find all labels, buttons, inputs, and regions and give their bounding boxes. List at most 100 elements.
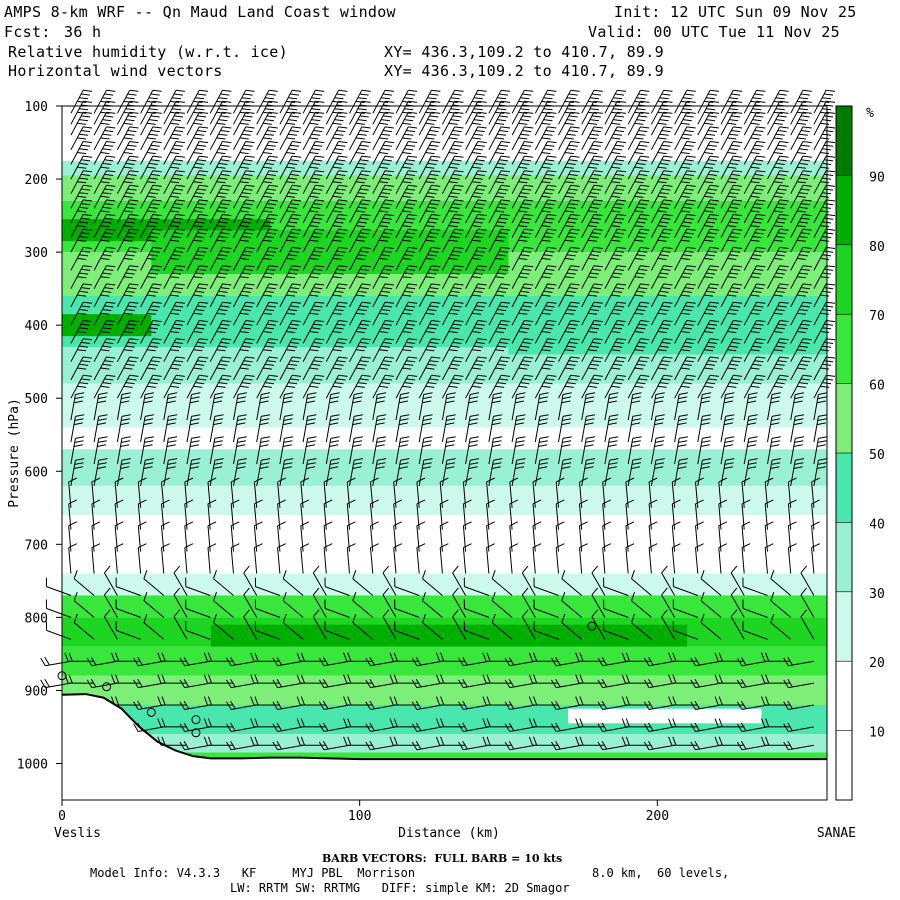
wind-barb: [93, 283, 116, 308]
wind-barb: [203, 674, 234, 684]
wind-barb: [372, 265, 394, 289]
wind-barb: [581, 320, 603, 344]
wind-barb: [813, 374, 836, 399]
wind-barb: [93, 414, 108, 443]
wind-barb: [233, 199, 255, 224]
rh-layer-8: [62, 427, 827, 450]
wind-barb: [743, 458, 758, 486]
wind-barb: [521, 587, 536, 618]
wind-barb: [186, 301, 209, 326]
wind-barb: [627, 141, 650, 165]
wind-barb: [486, 543, 495, 574]
wind-barb: [534, 141, 557, 165]
wind-barb: [161, 477, 170, 508]
wind-barb: [277, 521, 286, 552]
wind-barb: [551, 678, 582, 689]
wind-barb: [256, 374, 278, 399]
wind-barb: [488, 155, 511, 180]
wind-barb: [161, 499, 170, 530]
wind-barb: [465, 184, 487, 209]
wind-barb: [312, 609, 327, 640]
wind-barb: [140, 338, 162, 362]
wind-barb: [93, 338, 116, 362]
wind-barb: [813, 184, 836, 209]
wind-barb: [458, 700, 489, 710]
rh-fill-layer: [62, 106, 827, 800]
wind-barb: [736, 657, 768, 667]
wind-barb: [416, 499, 426, 530]
wind-barb: [602, 477, 612, 508]
wind-barb: [372, 374, 394, 399]
wind-barb: [372, 170, 394, 194]
wind-barb: [650, 214, 673, 238]
wind-barb: [253, 477, 263, 508]
wind-barb: [416, 543, 426, 574]
wind-barb: [418, 246, 441, 271]
wind-barb: [296, 696, 327, 706]
wind-barb: [343, 696, 373, 706]
wind-barb: [272, 722, 304, 732]
wind-barb: [697, 214, 719, 238]
wind-barb: [372, 283, 394, 308]
colorbar-bin-8: [836, 175, 852, 245]
wind-barb: [551, 657, 582, 667]
rh-feature-2: [151, 230, 509, 275]
wind-barb: [140, 155, 162, 180]
wind-barb: [465, 155, 487, 180]
wind-barb: [143, 570, 165, 596]
wind-barb: [767, 356, 789, 381]
wind-barb: [627, 320, 650, 344]
wind-barb: [668, 696, 698, 706]
wind-barb: [395, 458, 410, 486]
wind-barb: [349, 170, 371, 194]
wind-barb: [741, 543, 751, 574]
wind-barb: [325, 111, 348, 136]
y-tick-label: 300: [25, 246, 48, 261]
wind-barb: [91, 543, 101, 574]
wind-barb: [279, 89, 302, 114]
y-tick-label: 200: [25, 173, 48, 188]
wind-barb: [602, 543, 612, 574]
wind-barb: [790, 374, 812, 399]
wind-barb: [209, 320, 232, 344]
wind-barb: [720, 392, 735, 421]
wind-barb: [372, 356, 394, 381]
wind-barb: [441, 126, 464, 151]
wind-barb: [163, 199, 185, 224]
wind-barb: [671, 499, 681, 530]
wind-barb: [581, 301, 603, 326]
wind-barb: [230, 521, 240, 552]
wind-barb: [720, 414, 735, 443]
wind-barb: [133, 657, 164, 667]
wind-barb: [511, 199, 534, 224]
rh-layer-18: [62, 734, 827, 753]
wind-barb: [767, 283, 789, 308]
wind-barb: [668, 736, 698, 746]
wind-barb: [650, 283, 673, 308]
wind-barb: [422, 613, 443, 640]
wind-barb: [767, 184, 789, 209]
wind-barb: [761, 674, 791, 684]
wind-barb: [302, 184, 325, 209]
wind-barb: [116, 155, 139, 180]
wind-barb: [650, 126, 673, 151]
wind-barb: [767, 320, 789, 344]
wind-barb: [767, 126, 789, 151]
wind-barb: [179, 678, 211, 689]
wind-barb: [140, 458, 154, 486]
wind-barb: [528, 736, 559, 746]
wind-barb: [764, 477, 774, 508]
rh-layer-19: [62, 752, 827, 764]
wind-barb: [352, 570, 374, 596]
wind-barb: [233, 89, 255, 114]
wind-barb: [395, 214, 418, 238]
wind-barb: [372, 458, 387, 486]
wind-barb: [604, 320, 627, 344]
model-info-line1: Model Info: V4.3.3 KF MYJ PBL Morrison: [90, 866, 416, 880]
wind-barb: [720, 214, 743, 238]
wind-barb: [558, 184, 580, 209]
wind-barb: [534, 170, 557, 194]
wind-barb: [389, 674, 420, 684]
wind-barb: [800, 565, 815, 596]
wind-barb: [140, 356, 162, 381]
